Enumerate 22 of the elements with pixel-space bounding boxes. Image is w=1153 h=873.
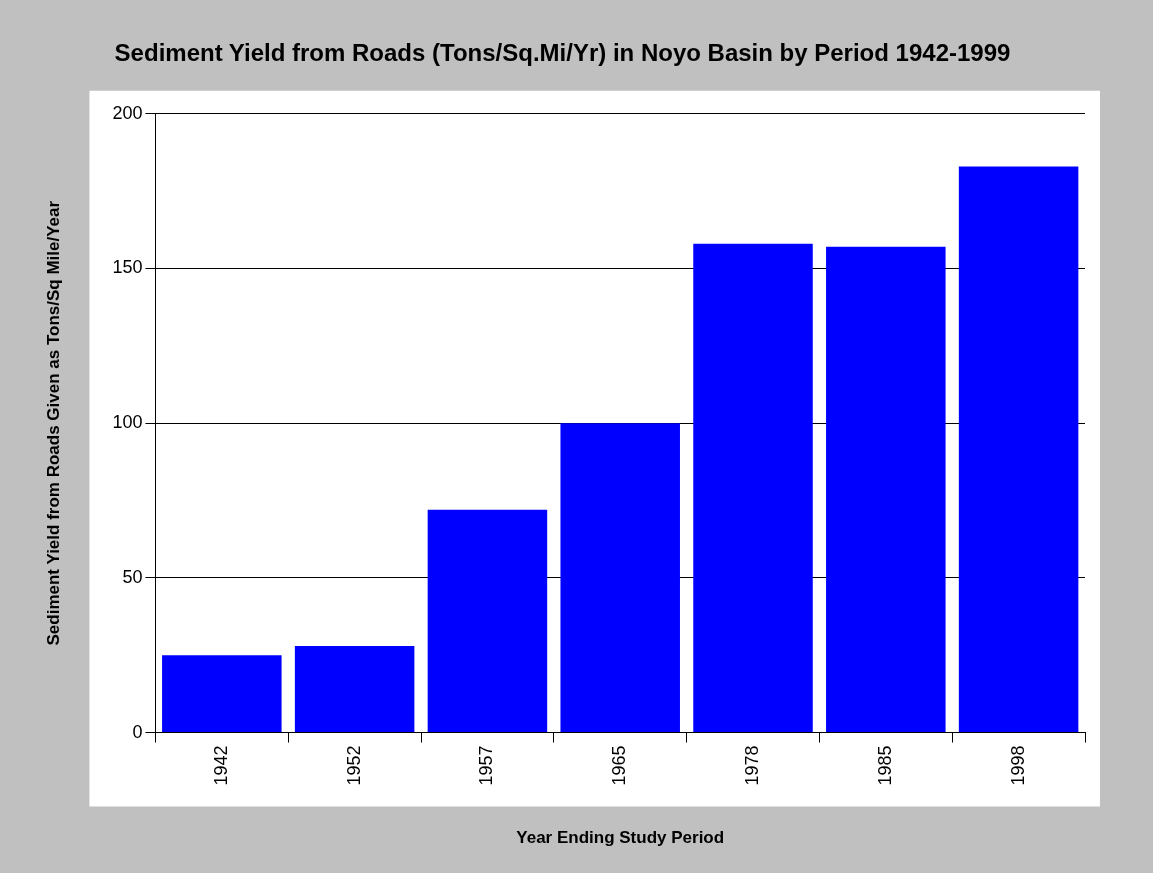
x-tick-label: 1978 [741,745,762,786]
bar [826,246,946,733]
y-tick-label: 200 [112,102,143,123]
y-tick-label: 150 [112,257,143,278]
bar [560,423,680,733]
x-tick-label: 1965 [609,745,630,786]
x-tick-label: 1952 [343,745,364,786]
x-tick-label: 1985 [874,745,895,786]
x-tick-label: 1998 [1007,745,1028,786]
y-axis-title: Sediment Yield from Roads Given as Tons/Sq Mile/Year [43,200,63,646]
bar [294,645,415,733]
chart-title: Sediment Yield from Roads (Tons/Sq.Mi/Yr) in Noyo Basin by Period 1942-1999 [114,39,1011,67]
y-tick-label: 0 [132,721,143,742]
bar [162,655,282,733]
y-tick-label: 50 [122,566,143,587]
bar [693,243,813,733]
x-tick-label: 1957 [476,745,497,786]
x-axis-title: Year Ending Study Period [516,828,725,848]
bar [427,509,548,733]
x-tick-label: 1942 [210,745,231,786]
bar [958,166,1079,733]
y-tick-label: 100 [112,412,143,433]
